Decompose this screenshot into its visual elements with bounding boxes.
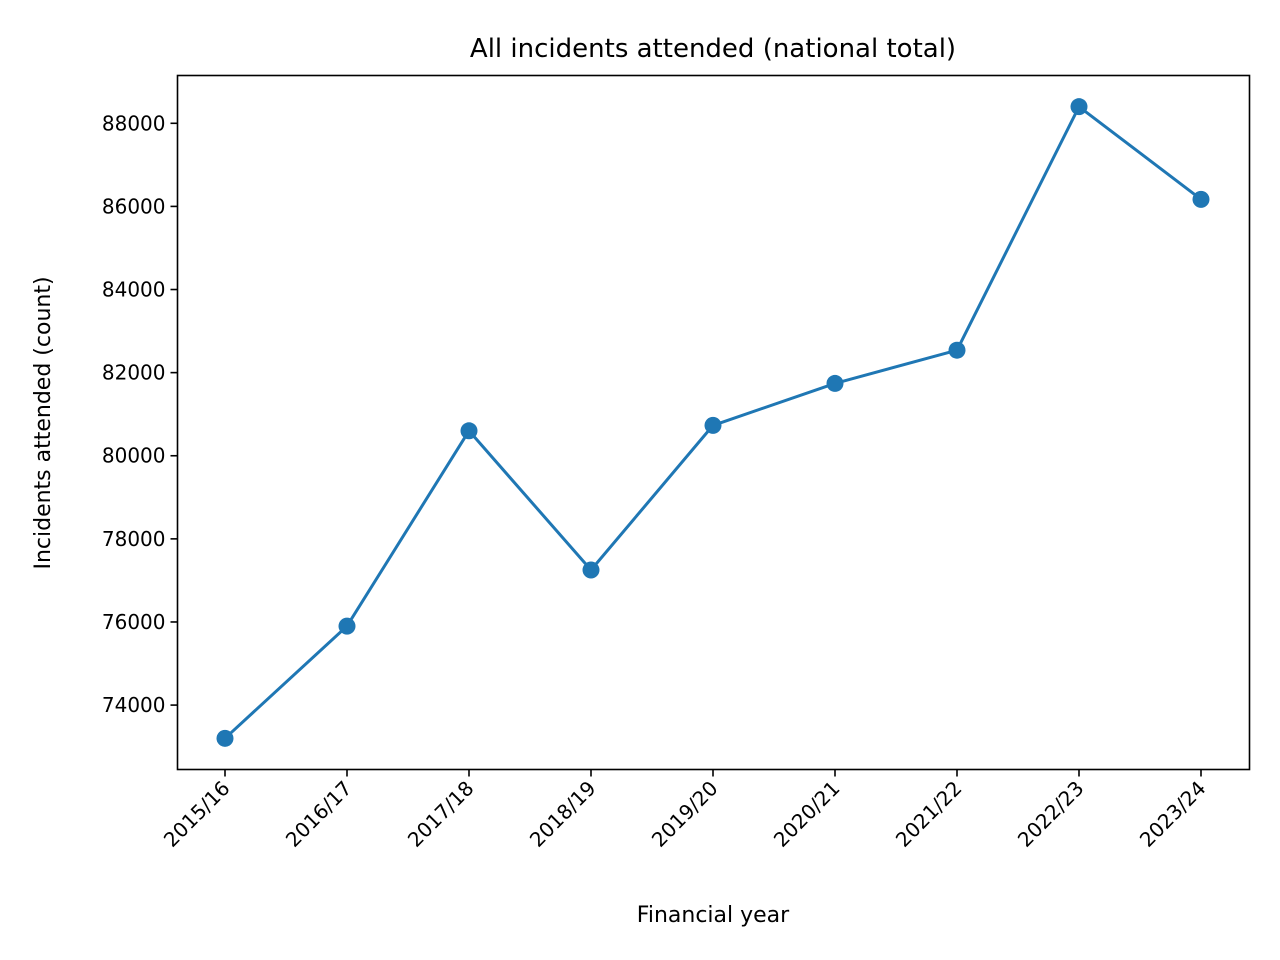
y-tick-label: 76000 xyxy=(102,610,166,634)
data-point-2022-23 xyxy=(1071,98,1088,115)
y-tick-label: 80000 xyxy=(102,444,166,468)
chart-title: All incidents attended (national total) xyxy=(470,34,956,64)
y-tick-label: 84000 xyxy=(102,278,166,302)
y-axis-label: Incidents attended (count) xyxy=(31,276,56,569)
data-point-2023-24 xyxy=(1193,191,1210,208)
y-tick-label: 86000 xyxy=(102,194,166,218)
x-axis-label: Financial year xyxy=(637,903,790,928)
y-tick-label: 88000 xyxy=(102,111,166,135)
data-point-2018-19 xyxy=(583,562,600,579)
data-point-2020-21 xyxy=(827,375,844,392)
data-point-2015-16 xyxy=(217,730,234,747)
y-tick-label: 74000 xyxy=(102,693,166,717)
data-point-2016-17 xyxy=(339,618,356,635)
data-point-2017-18 xyxy=(461,422,478,439)
y-tick-label: 82000 xyxy=(102,361,166,385)
data-point-2021-22 xyxy=(949,342,966,359)
data-point-2019-20 xyxy=(705,417,722,434)
y-tick-label: 78000 xyxy=(102,527,166,551)
